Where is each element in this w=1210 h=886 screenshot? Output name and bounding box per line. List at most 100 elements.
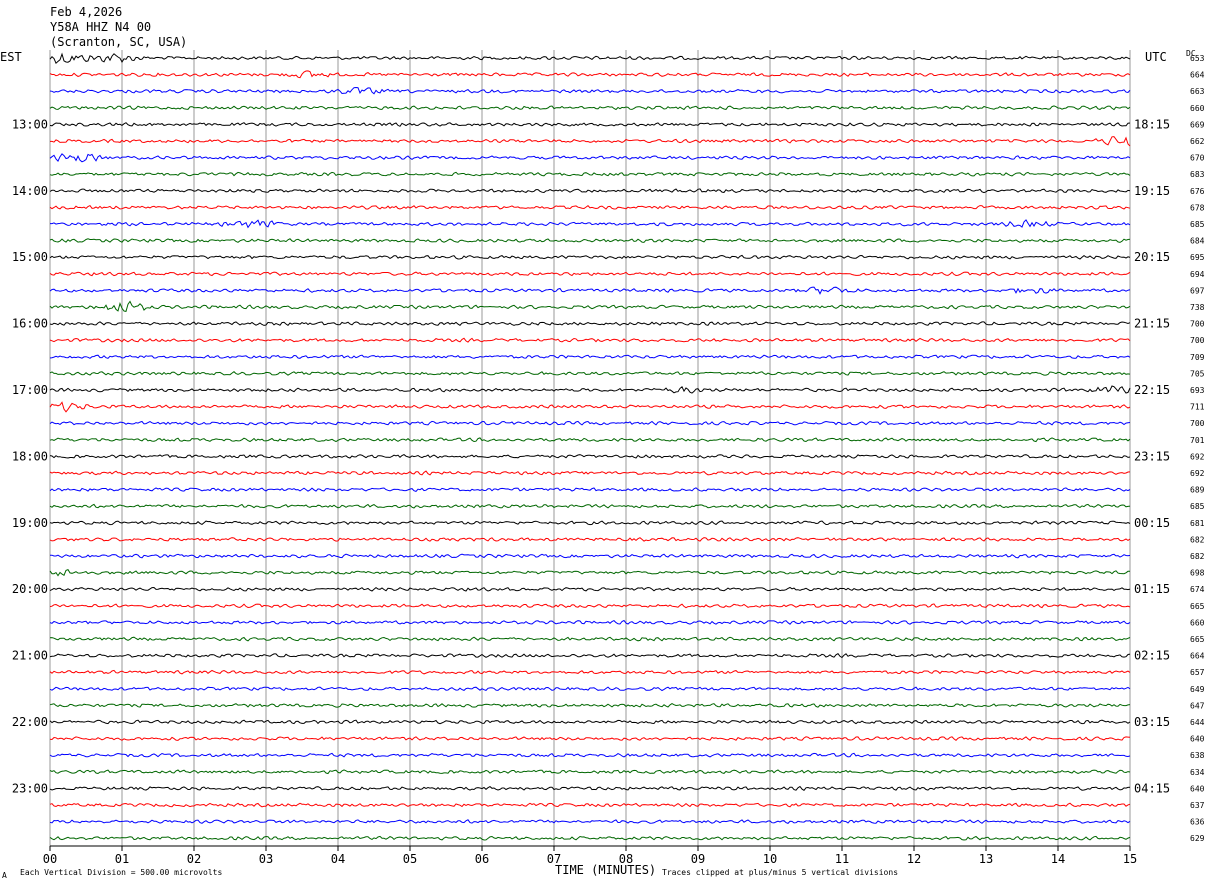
x-tick-label-03: 03 xyxy=(259,852,273,866)
right-hour-label: 02:15 xyxy=(1134,649,1170,663)
trace-line-44 xyxy=(49,785,1131,791)
location-label: (Scranton, SC, USA) xyxy=(50,35,187,49)
date-label: Feb 4,2026 xyxy=(50,5,122,19)
trace-line-46 xyxy=(49,819,1131,824)
right-hour-label: 23:15 xyxy=(1134,449,1170,463)
left-hour-label: 23:00 xyxy=(12,781,48,795)
dc-offset-label: 644 xyxy=(1190,718,1205,727)
dc-offset-label: 695 xyxy=(1190,253,1205,262)
trace-line-2 xyxy=(49,86,1131,95)
trace-line-42 xyxy=(49,752,1131,758)
right-hour-label: 04:15 xyxy=(1134,781,1170,795)
trace-line-1 xyxy=(49,70,1131,79)
left-timezone-label: EST xyxy=(0,50,22,64)
trace-line-22 xyxy=(49,420,1131,426)
x-axis-title: TIME (MINUTES) xyxy=(555,863,656,877)
trace-line-31 xyxy=(49,568,1130,577)
trace-line-34 xyxy=(49,619,1131,625)
trace-line-32 xyxy=(49,586,1131,592)
right-hour-label: 01:15 xyxy=(1134,582,1170,596)
dc-offset-label: 629 xyxy=(1190,834,1205,843)
dc-offset-label: 657 xyxy=(1190,668,1205,677)
dc-offset-label: 709 xyxy=(1190,353,1205,362)
dc-header-label: DC xyxy=(1186,49,1196,58)
trace-line-13 xyxy=(49,271,1131,277)
dc-offset-label: 693 xyxy=(1190,386,1205,395)
trace-line-4 xyxy=(49,122,1131,127)
trace-line-33 xyxy=(49,603,1131,609)
right-timezone-label: UTC xyxy=(1145,50,1167,64)
trace-line-21 xyxy=(49,401,1131,413)
trace-line-47 xyxy=(49,835,1131,841)
minute-gridlines xyxy=(49,50,1131,846)
dc-offset-label: 678 xyxy=(1190,203,1205,212)
dc-offset-label: 665 xyxy=(1190,635,1205,644)
dc-offset-label: 634 xyxy=(1190,768,1205,777)
dc-offset-label: 689 xyxy=(1190,486,1205,495)
left-hour-label: 22:00 xyxy=(12,715,48,729)
trace-line-18 xyxy=(49,354,1131,360)
dc-offset-label: 698 xyxy=(1190,569,1205,578)
left-hour-labels: 13:00 14:00 15:00 16:00 17:00 18:00 19:00 20:00… xyxy=(12,117,48,795)
right-hour-label: 18:15 xyxy=(1134,117,1170,131)
x-tick-label-08: 08 xyxy=(619,852,633,866)
x-tick-label-00: 00 xyxy=(43,852,57,866)
right-hour-label: 22:15 xyxy=(1134,383,1170,397)
dc-offset-label: 664 xyxy=(1190,71,1205,80)
seismic-traces xyxy=(49,52,1131,841)
x-tick-label-10: 10 xyxy=(763,852,777,866)
dc-offset-label: 738 xyxy=(1190,303,1205,312)
trace-line-3 xyxy=(49,105,1131,111)
x-tick-label-05: 05 xyxy=(403,852,417,866)
x-tick-label-12: 12 xyxy=(907,852,921,866)
dc-offset-label: 638 xyxy=(1190,751,1205,760)
dc-offset-label: 647 xyxy=(1190,701,1205,710)
trace-line-40 xyxy=(49,719,1131,725)
dc-offset-label: 663 xyxy=(1190,87,1205,96)
trace-line-28 xyxy=(49,520,1131,526)
dc-offset-label: 692 xyxy=(1190,469,1205,478)
dc-offset-label: 665 xyxy=(1190,602,1205,611)
trace-line-6 xyxy=(49,153,1131,163)
dc-offset-label: 700 xyxy=(1190,320,1205,329)
right-hour-label: 21:15 xyxy=(1134,317,1170,331)
dc-offset-label: 700 xyxy=(1190,419,1205,428)
dc-offset-label: 653 xyxy=(1190,54,1205,63)
trace-line-43 xyxy=(49,769,1131,775)
dc-offset-label: 669 xyxy=(1190,120,1205,129)
footer-clip-note: Traces clipped at plus/minus 5 vertical … xyxy=(662,868,898,877)
dc-offset-label: 683 xyxy=(1190,170,1205,179)
x-tick-label-02: 02 xyxy=(187,852,201,866)
trace-line-29 xyxy=(49,537,1131,542)
right-hour-label: 19:15 xyxy=(1134,184,1170,198)
trace-line-20 xyxy=(49,385,1131,394)
x-axis-ticks: 00 01 02 03 04 05 06 07 08 09 10 11 12 13 14 15 xyxy=(43,846,1137,866)
trace-line-26 xyxy=(49,487,1131,492)
dc-offset-label: 697 xyxy=(1190,286,1205,295)
trace-line-39 xyxy=(49,703,1131,708)
trace-line-17 xyxy=(49,337,1131,343)
trace-line-16 xyxy=(49,321,1131,326)
x-tick-label-07: 07 xyxy=(547,852,561,866)
dc-offset-label: 640 xyxy=(1190,735,1205,744)
trace-line-37 xyxy=(49,669,1131,675)
dc-offset-label: 705 xyxy=(1190,369,1205,378)
dc-offset-label: 637 xyxy=(1190,801,1205,810)
left-hour-label: 20:00 xyxy=(12,582,48,596)
x-tick-label-01: 01 xyxy=(115,852,129,866)
dc-offset-label: 711 xyxy=(1190,403,1205,412)
left-hour-label: 19:00 xyxy=(12,516,48,530)
right-hour-label: 03:15 xyxy=(1134,715,1170,729)
station-label: Y58A HHZ N4 00 xyxy=(50,20,151,34)
dc-offset-label: 692 xyxy=(1190,452,1205,461)
dc-offset-label: 682 xyxy=(1190,535,1205,544)
dc-offset-label: 685 xyxy=(1190,220,1205,229)
dc-offset-label: 670 xyxy=(1190,154,1205,163)
trace-line-27 xyxy=(49,503,1131,509)
dc-offset-label: 674 xyxy=(1190,585,1205,594)
trace-line-10 xyxy=(50,219,1131,229)
trace-line-41 xyxy=(49,736,1131,741)
trace-line-36 xyxy=(49,653,1131,659)
x-tick-label-14: 14 xyxy=(1051,852,1065,866)
